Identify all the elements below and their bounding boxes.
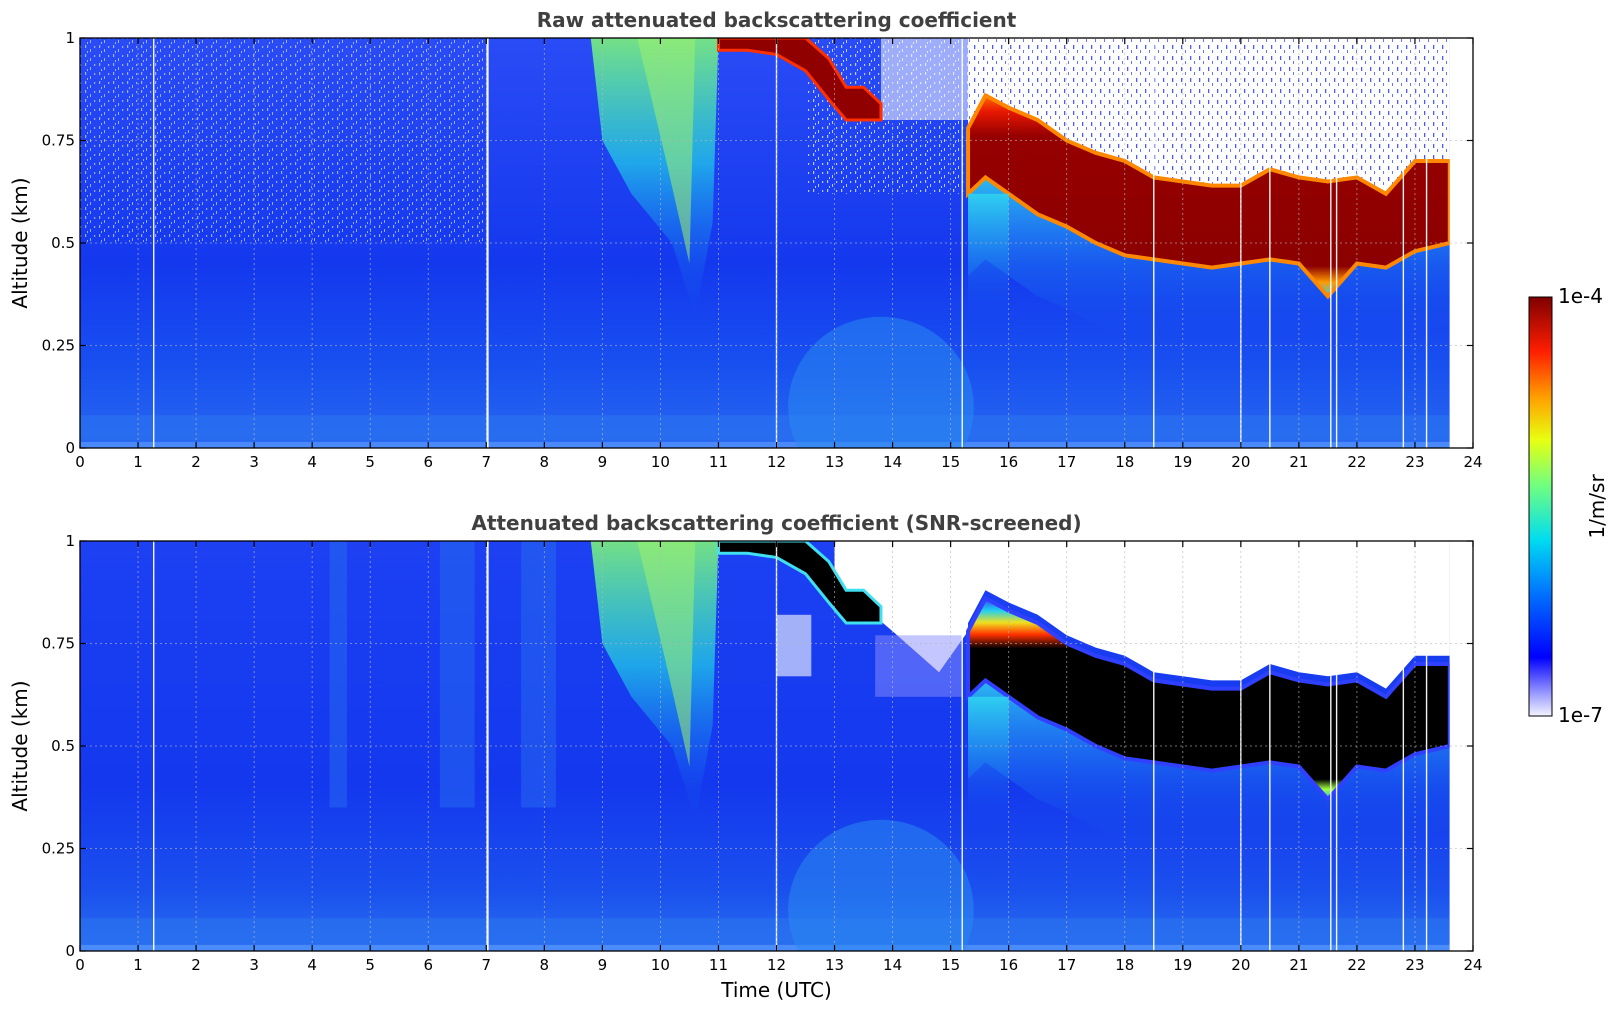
x-tick-label: 9 [598, 956, 608, 974]
x-tick-label: 19 [1173, 956, 1192, 974]
panel-2: Attenuated backscattering coefficient (S… [8, 511, 1483, 1002]
heatmap-image [80, 541, 1450, 951]
x-tick-label: 21 [1289, 956, 1308, 974]
y-tick-label: 0.25 [42, 840, 75, 858]
grid [80, 38, 1473, 448]
y-tick-label: 0 [65, 439, 75, 457]
y-axis-label: Altitude (km) [8, 177, 32, 308]
x-tick-label: 4 [307, 453, 317, 471]
x-tick-label: 24 [1463, 453, 1482, 471]
y-tick-label: 0.25 [42, 337, 75, 355]
x-tick-label: 15 [941, 453, 960, 471]
x-tick-label: 0 [75, 956, 85, 974]
x-tick-label: 13 [825, 453, 844, 471]
x-tick-label: 15 [941, 956, 960, 974]
y-tick-label: 0.75 [42, 635, 75, 653]
y-tick-label: 0.5 [51, 737, 75, 755]
x-tick-label: 1 [133, 453, 143, 471]
x-tick-label: 2 [191, 956, 201, 974]
x-tick-label: 1 [133, 956, 143, 974]
x-tick-label: 13 [825, 956, 844, 974]
y-tick-label: 1 [65, 29, 75, 47]
x-tick-label: 11 [709, 453, 728, 471]
x-tick-label: 7 [482, 956, 492, 974]
x-tick-label: 17 [1057, 453, 1076, 471]
x-tick-label: 20 [1231, 453, 1250, 471]
grid [80, 541, 1473, 951]
x-tick-label: 8 [540, 453, 550, 471]
y-tick-label: 0.75 [42, 132, 75, 150]
x-tick-label: 22 [1347, 453, 1366, 471]
panel-title: Attenuated backscattering coefficient (S… [471, 511, 1081, 535]
y-axis-label: Altitude (km) [8, 680, 32, 811]
x-tick-label: 4 [307, 956, 317, 974]
x-tick-label: 11 [709, 956, 728, 974]
x-tick-label: 7 [482, 453, 492, 471]
x-tick-label: 3 [249, 453, 259, 471]
colorbar-max-label: 1e-4 [1558, 284, 1603, 308]
colorbar-min-label: 1e-7 [1558, 703, 1603, 727]
colorbar-gradient [1528, 296, 1553, 717]
x-tick-label: 10 [651, 453, 670, 471]
x-tick-label: 17 [1057, 956, 1076, 974]
x-tick-label: 12 [767, 453, 786, 471]
colorbar-label: 1/m/sr [1585, 474, 1609, 539]
x-tick-label: 20 [1231, 956, 1250, 974]
x-tick-label: 6 [423, 956, 433, 974]
panel-1: Raw attenuated backscattering coefficien… [8, 8, 1483, 471]
x-tick-label: 14 [883, 956, 902, 974]
x-tick-label: 0 [75, 453, 85, 471]
x-axis-label: Time (UTC) [720, 978, 832, 1002]
colorbar: 1e-4 1e-7 1/m/sr [1528, 284, 1609, 727]
x-tick-label: 18 [1115, 956, 1134, 974]
x-tick-label: 24 [1463, 956, 1482, 974]
x-tick-label: 8 [540, 956, 550, 974]
x-tick-label: 23 [1405, 453, 1424, 471]
x-tick-label: 12 [767, 956, 786, 974]
panel-title: Raw attenuated backscattering coefficien… [537, 8, 1017, 32]
y-tick-label: 1 [65, 532, 75, 550]
x-tick-label: 5 [365, 956, 375, 974]
x-tick-label: 16 [999, 453, 1018, 471]
x-tick-label: 14 [883, 453, 902, 471]
x-tick-label: 21 [1289, 453, 1308, 471]
x-tick-label: 3 [249, 956, 259, 974]
x-tick-label: 6 [423, 453, 433, 471]
x-tick-label: 5 [365, 453, 375, 471]
x-tick-label: 22 [1347, 956, 1366, 974]
x-tick-label: 10 [651, 956, 670, 974]
y-tick-label: 0.5 [51, 234, 75, 252]
heatmap-image [80, 38, 1450, 448]
x-tick-label: 16 [999, 956, 1018, 974]
y-tick-label: 0 [65, 942, 75, 960]
x-tick-label: 23 [1405, 956, 1424, 974]
x-tick-label: 9 [598, 453, 608, 471]
x-tick-label: 2 [191, 453, 201, 471]
x-tick-label: 19 [1173, 453, 1192, 471]
x-tick-label: 18 [1115, 453, 1134, 471]
